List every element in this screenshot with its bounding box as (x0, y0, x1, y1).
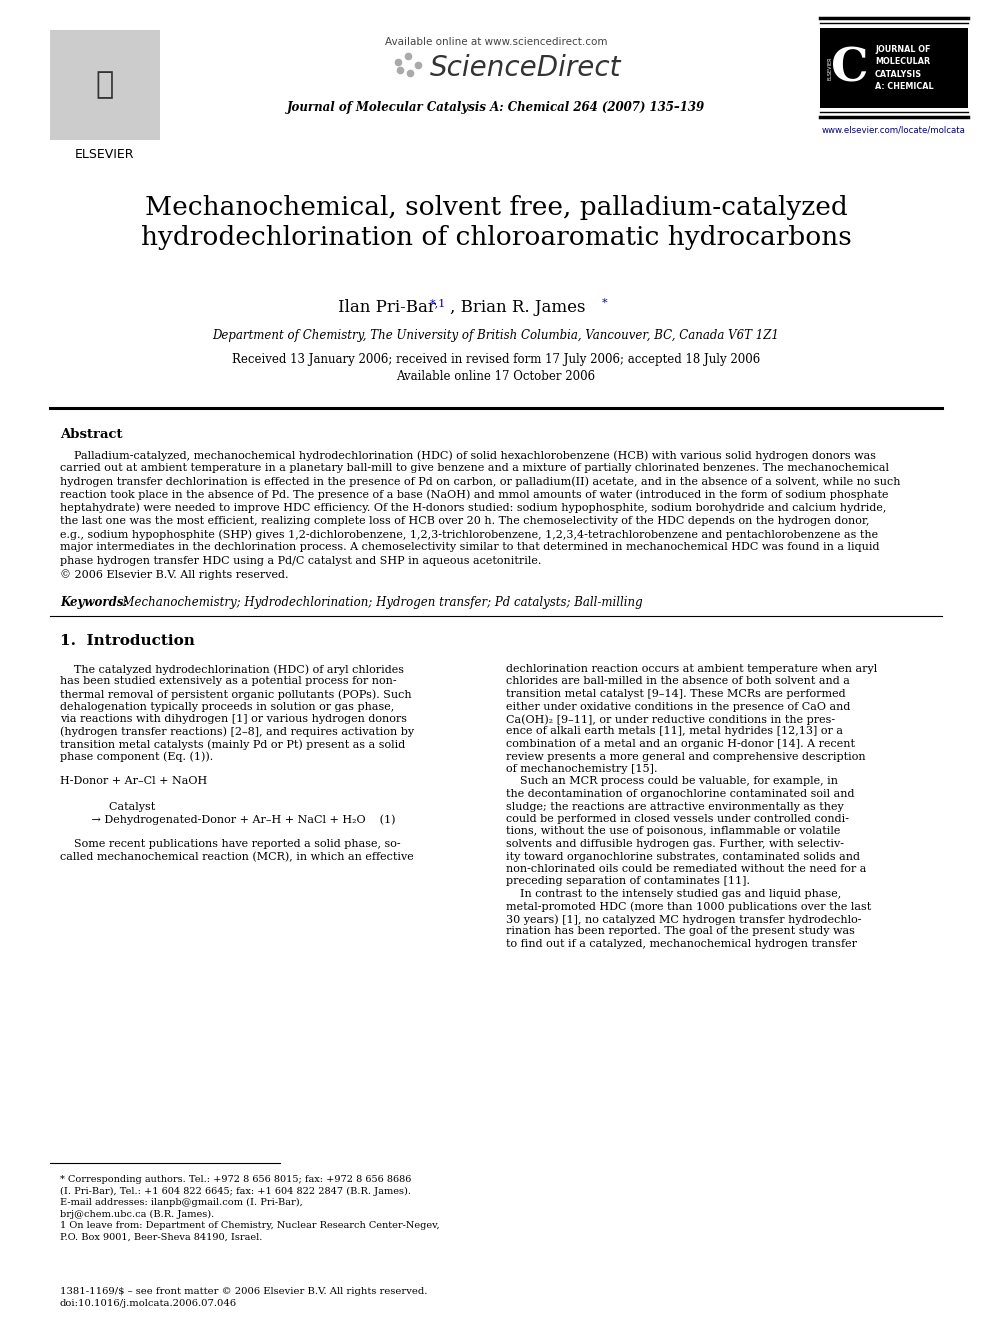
Text: dechlorination reaction occurs at ambient temperature when aryl: dechlorination reaction occurs at ambien… (506, 664, 877, 673)
Text: Catalyst: Catalyst (60, 802, 156, 811)
Text: thermal removal of persistent organic pollutants (POPs). Such: thermal removal of persistent organic po… (60, 689, 412, 700)
Text: JOURNAL OF
MOLECULAR
CATALYSIS
A: CHEMICAL: JOURNAL OF MOLECULAR CATALYSIS A: CHEMIC… (875, 45, 933, 91)
Text: Keywords:: Keywords: (60, 595, 128, 609)
Text: © 2006 Elsevier B.V. All rights reserved.: © 2006 Elsevier B.V. All rights reserved… (60, 569, 289, 579)
Text: 1.  Introduction: 1. Introduction (60, 634, 194, 648)
Text: Ca(OH)₂ [9–11], or under reductive conditions in the pres-: Ca(OH)₂ [9–11], or under reductive condi… (506, 714, 835, 725)
Text: Available online 17 October 2006: Available online 17 October 2006 (397, 370, 595, 384)
Text: the decontamination of organochlorine contaminated soil and: the decontamination of organochlorine co… (506, 789, 854, 799)
Text: major intermediates in the dechlorination process. A chemoselectivity similar to: major intermediates in the dechlorinatio… (60, 542, 880, 553)
Text: ScienceDirect: ScienceDirect (430, 54, 622, 82)
Text: carried out at ambient temperature in a planetary ball-mill to give benzene and : carried out at ambient temperature in a … (60, 463, 889, 474)
Text: Mechanochemistry; Hydrodechlorination; Hydrogen transfer; Pd catalysts; Ball-mil: Mechanochemistry; Hydrodechlorination; H… (115, 595, 643, 609)
Text: transition metal catalysts (mainly Pd or Pt) present as a solid: transition metal catalysts (mainly Pd or… (60, 740, 406, 750)
Text: phase hydrogen transfer HDC using a Pd/C catalyst and SHP in aqueous acetonitril: phase hydrogen transfer HDC using a Pd/C… (60, 556, 542, 566)
Text: Ilan Pri-Bar: Ilan Pri-Bar (338, 299, 435, 316)
Text: ELSEVIER: ELSEVIER (75, 147, 135, 160)
Text: H-Donor + Ar–Cl + NaOH: H-Donor + Ar–Cl + NaOH (60, 777, 207, 786)
Text: (hydrogen transfer reactions) [2–8], and requires activation by: (hydrogen transfer reactions) [2–8], and… (60, 726, 414, 737)
Text: 1 On leave from: Department of Chemistry, Nuclear Research Center-Negev,: 1 On leave from: Department of Chemistry… (60, 1221, 439, 1230)
Text: combination of a metal and an organic H-donor [14]. A recent: combination of a metal and an organic H-… (506, 740, 855, 749)
Text: reaction took place in the absence of Pd. The presence of a base (NaOH) and mmol: reaction took place in the absence of Pd… (60, 490, 889, 500)
Text: the last one was the most efficient, realizing complete loss of HCB over 20 h. T: the last one was the most efficient, rea… (60, 516, 870, 527)
Text: solvents and diffusible hydrogen gas. Further, with selectiv-: solvents and diffusible hydrogen gas. Fu… (506, 839, 844, 849)
Text: P.O. Box 9001, Beer-Sheva 84190, Israel.: P.O. Box 9001, Beer-Sheva 84190, Israel. (60, 1233, 262, 1241)
Text: dehalogenation typically proceeds in solution or gas phase,: dehalogenation typically proceeds in sol… (60, 701, 394, 712)
Text: to find out if a catalyzed, mechanochemical hydrogen transfer: to find out if a catalyzed, mechanochemi… (506, 939, 857, 949)
Text: brj@chem.ubc.ca (B.R. James).: brj@chem.ubc.ca (B.R. James). (60, 1209, 214, 1218)
Text: tions, without the use of poisonous, inflammable or volatile: tions, without the use of poisonous, inf… (506, 827, 840, 836)
Bar (50, 30, 160, 140)
Text: 🌲: 🌲 (96, 70, 114, 99)
Text: In contrast to the intensely studied gas and liquid phase,: In contrast to the intensely studied gas… (506, 889, 841, 900)
Text: Journal of Molecular Catalysis A: Chemical 264 (2007) 135–139: Journal of Molecular Catalysis A: Chemic… (287, 102, 705, 115)
Text: phase component (Eq. (1)).: phase component (Eq. (1)). (60, 751, 213, 762)
Text: ELSEVIER: ELSEVIER (827, 57, 832, 79)
Text: via reactions with dihydrogen [1] or various hydrogen donors: via reactions with dihydrogen [1] or var… (60, 714, 407, 724)
Text: of mechanochemistry [15].: of mechanochemistry [15]. (506, 763, 658, 774)
Text: Palladium-catalyzed, mechanochemical hydrodechlorination (HDC) of solid hexachlo: Palladium-catalyzed, mechanochemical hyd… (60, 450, 876, 460)
Text: doi:10.1016/j.molcata.2006.07.046: doi:10.1016/j.molcata.2006.07.046 (60, 1299, 237, 1308)
Text: → Dehydrogenated-Donor + Ar–H + NaCl + H₂O    (1): → Dehydrogenated-Donor + Ar–H + NaCl + H… (60, 814, 396, 824)
Text: has been studied extensively as a potential process for non-: has been studied extensively as a potent… (60, 676, 397, 687)
Text: e.g., sodium hypophosphite (SHP) gives 1,2-dichlorobenzene, 1,2,3-trichlorobenze: e.g., sodium hypophosphite (SHP) gives 1… (60, 529, 878, 540)
Text: sludge; the reactions are attractive environmentally as they: sludge; the reactions are attractive env… (506, 802, 844, 811)
Text: 30 years) [1], no catalyzed MC hydrogen transfer hydrodechlo-: 30 years) [1], no catalyzed MC hydrogen … (506, 914, 861, 925)
Text: ence of alkali earth metals [11], metal hydrides [12,13] or a: ence of alkali earth metals [11], metal … (506, 726, 843, 737)
Text: heptahydrate) were needed to improve HDC efficiency. Of the H-donors studied: so: heptahydrate) were needed to improve HDC… (60, 503, 887, 513)
Text: chlorides are ball-milled in the absence of both solvent and a: chlorides are ball-milled in the absence… (506, 676, 850, 687)
Text: The catalyzed hydrodechlorination (HDC) of aryl chlorides: The catalyzed hydrodechlorination (HDC) … (60, 664, 404, 675)
Text: Mechanochemical, solvent free, palladium-catalyzed
hydrodechlorination of chloro: Mechanochemical, solvent free, palladium… (141, 194, 851, 250)
Text: * Corresponding authors. Tel.: +972 8 656 8015; fax: +972 8 656 8686: * Corresponding authors. Tel.: +972 8 65… (60, 1175, 412, 1184)
Text: Such an MCR process could be valuable, for example, in: Such an MCR process could be valuable, f… (506, 777, 838, 786)
Text: transition metal catalyst [9–14]. These MCRs are performed: transition metal catalyst [9–14]. These … (506, 689, 845, 699)
Text: metal-promoted HDC (more than 1000 publications over the last: metal-promoted HDC (more than 1000 publi… (506, 901, 871, 912)
Text: 1381-1169/$ – see front matter © 2006 Elsevier B.V. All rights reserved.: 1381-1169/$ – see front matter © 2006 El… (60, 1287, 428, 1297)
Text: Available online at www.sciencedirect.com: Available online at www.sciencedirect.co… (385, 37, 607, 48)
Text: E-mail addresses: ilanpb@gmail.com (I. Pri-Bar),: E-mail addresses: ilanpb@gmail.com (I. P… (60, 1199, 303, 1207)
Text: hydrogen transfer dechlorination is effected in the presence of Pd on carbon, or: hydrogen transfer dechlorination is effe… (60, 476, 901, 487)
Text: (I. Pri-Bar), Tel.: +1 604 822 6645; fax: +1 604 822 2847 (B.R. James).: (I. Pri-Bar), Tel.: +1 604 822 6645; fax… (60, 1187, 411, 1196)
Text: ity toward organochlorine substrates, contaminated solids and: ity toward organochlorine substrates, co… (506, 852, 860, 861)
Text: Department of Chemistry, The University of British Columbia, Vancouver, BC, Cana: Department of Chemistry, The University … (212, 328, 780, 341)
Text: , Brian R. James: , Brian R. James (450, 299, 585, 316)
Text: preceding separation of contaminates [11].: preceding separation of contaminates [11… (506, 877, 750, 886)
Text: either under oxidative conditions in the presence of CaO and: either under oxidative conditions in the… (506, 701, 850, 712)
Text: *: * (602, 298, 608, 308)
Bar (820, 28, 968, 108)
Text: Received 13 January 2006; received in revised form 17 July 2006; accepted 18 Jul: Received 13 January 2006; received in re… (232, 353, 760, 366)
Text: www.elsevier.com/locate/molcata: www.elsevier.com/locate/molcata (822, 126, 966, 135)
Text: non-chlorinated oils could be remediated without the need for a: non-chlorinated oils could be remediated… (506, 864, 866, 875)
Text: *,1: *,1 (430, 298, 446, 308)
Text: rination has been reported. The goal of the present study was: rination has been reported. The goal of … (506, 926, 855, 937)
Text: could be performed in closed vessels under controlled condi-: could be performed in closed vessels und… (506, 814, 849, 824)
Text: Abstract: Abstract (60, 429, 122, 441)
Text: called mechanochemical reaction (MCR), in which an effective: called mechanochemical reaction (MCR), i… (60, 852, 414, 861)
Text: review presents a more general and comprehensive description: review presents a more general and compr… (506, 751, 866, 762)
Text: Some recent publications have reported a solid phase, so-: Some recent publications have reported a… (60, 839, 401, 849)
Text: C: C (831, 45, 869, 91)
